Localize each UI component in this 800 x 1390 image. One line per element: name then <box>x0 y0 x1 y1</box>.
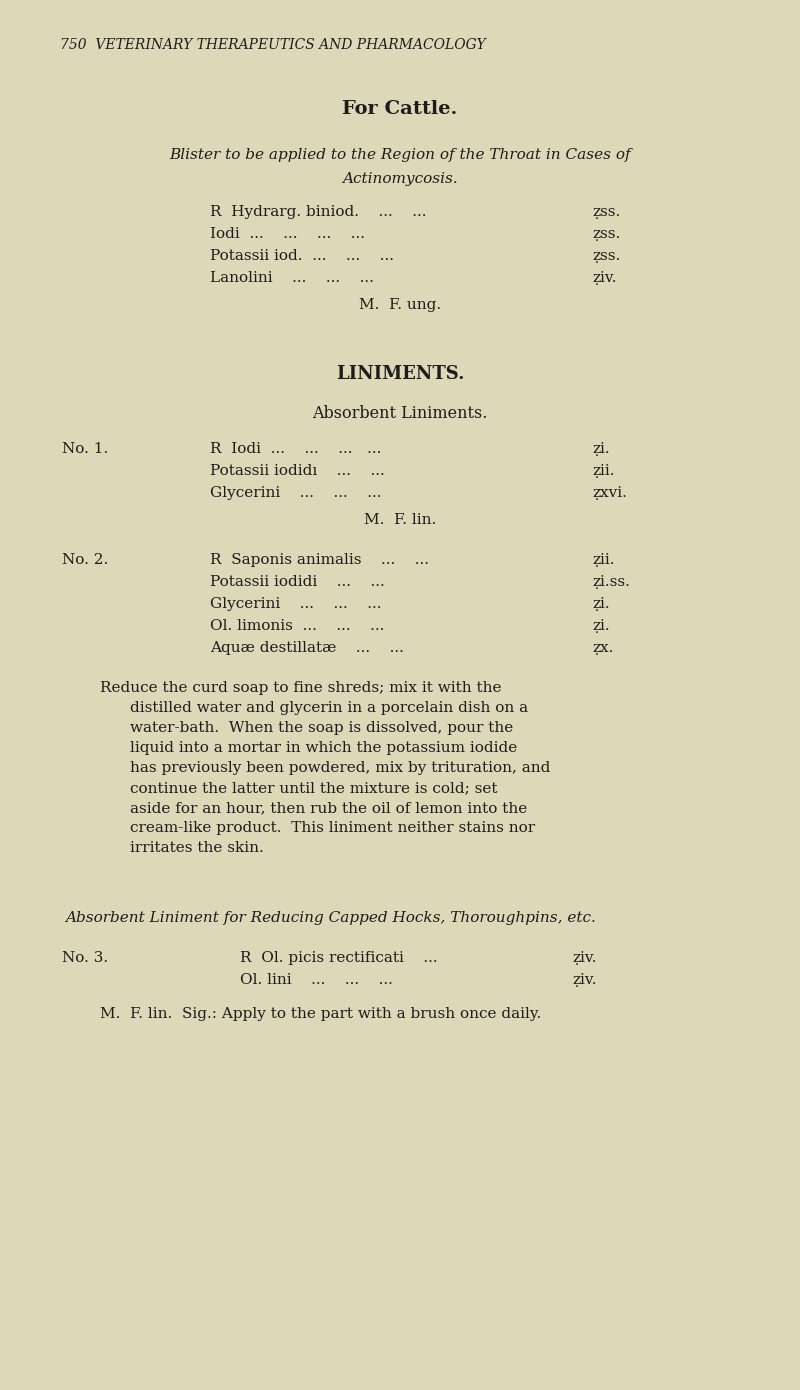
Text: Potassii iod.  ...    ...    ...: Potassii iod. ... ... ... <box>210 249 394 263</box>
Text: cream-like product.  This liniment neither stains nor: cream-like product. This liniment neithe… <box>130 821 535 835</box>
Text: ẓi.: ẓi. <box>592 619 610 632</box>
Text: Aquæ destillatæ    ...    ...: Aquæ destillatæ ... ... <box>210 641 404 655</box>
Text: Blister to be applied to the Region of the Throat in Cases of: Blister to be applied to the Region of t… <box>169 147 631 163</box>
Text: liquid into a mortar in which the potassium iodide: liquid into a mortar in which the potass… <box>130 741 518 755</box>
Text: M.  F. lin.  Sig.: Apply to the part with a brush once daily.: M. F. lin. Sig.: Apply to the part with … <box>100 1006 542 1022</box>
Text: Absorbent Liniment for Reducing Capped Hocks, Thoroughpins, etc.: Absorbent Liniment for Reducing Capped H… <box>65 910 596 924</box>
Text: 750  VETERINARY THERAPEUTICS AND PHARMACOLOGY: 750 VETERINARY THERAPEUTICS AND PHARMACO… <box>60 38 486 51</box>
Text: For Cattle.: For Cattle. <box>342 100 458 118</box>
Text: M.  F. ung.: M. F. ung. <box>359 297 441 311</box>
Text: Potassii iodidı    ...    ...: Potassii iodidı ... ... <box>210 464 385 478</box>
Text: ẓx.: ẓx. <box>592 641 614 655</box>
Text: Ol. lini    ...    ...    ...: Ol. lini ... ... ... <box>240 973 393 987</box>
Text: aside for an hour, then rub the oil of lemon into the: aside for an hour, then rub the oil of l… <box>130 801 527 815</box>
Text: ẓss.: ẓss. <box>592 204 620 220</box>
Text: ẓxvi.: ẓxvi. <box>592 486 627 500</box>
Text: distilled water and glycerin in a porcelain dish on a: distilled water and glycerin in a porcel… <box>130 701 528 714</box>
Text: ẓi.: ẓi. <box>592 596 610 612</box>
Text: ẓi.: ẓi. <box>592 442 610 456</box>
Text: No. 2.: No. 2. <box>62 553 108 567</box>
Text: ẓiv.: ẓiv. <box>572 951 597 965</box>
Text: No. 3.: No. 3. <box>62 951 108 965</box>
Text: R  Ol. picis rectificati    ...: R Ol. picis rectificati ... <box>240 951 438 965</box>
Text: M.  F. lin.: M. F. lin. <box>364 513 436 527</box>
Text: Potassii iodidi    ...    ...: Potassii iodidi ... ... <box>210 575 385 589</box>
Text: Glycerini    ...    ...    ...: Glycerini ... ... ... <box>210 596 382 612</box>
Text: irritates the skin.: irritates the skin. <box>130 841 264 855</box>
Text: ẓi.ss.: ẓi.ss. <box>592 575 630 589</box>
Text: ẓiv.: ẓiv. <box>592 271 617 285</box>
Text: ẓss.: ẓss. <box>592 227 620 240</box>
Text: Glycerini    ...    ...    ...: Glycerini ... ... ... <box>210 486 382 500</box>
Text: R  Saponis animalis    ...    ...: R Saponis animalis ... ... <box>210 553 429 567</box>
Text: ẓss.: ẓss. <box>592 249 620 263</box>
Text: ẓiv.: ẓiv. <box>572 973 597 987</box>
Text: Absorbent Liniments.: Absorbent Liniments. <box>312 404 488 423</box>
Text: has previously been powdered, mix by trituration, and: has previously been powdered, mix by tri… <box>130 760 550 776</box>
Text: R  Hydrarg. biniod.    ...    ...: R Hydrarg. biniod. ... ... <box>210 204 426 220</box>
Text: R  Iodi  ...    ...    ...   ...: R Iodi ... ... ... ... <box>210 442 382 456</box>
Text: LINIMENTS.: LINIMENTS. <box>336 366 464 384</box>
Text: water-bath.  When the soap is dissolved, pour the: water-bath. When the soap is dissolved, … <box>130 721 514 735</box>
Text: continue the latter until the mixture is cold; set: continue the latter until the mixture is… <box>130 781 498 795</box>
Text: ẓii.: ẓii. <box>592 464 614 478</box>
Text: No. 1.: No. 1. <box>62 442 108 456</box>
Text: Iodi  ...    ...    ...    ...: Iodi ... ... ... ... <box>210 227 365 240</box>
Text: Actinomycosis.: Actinomycosis. <box>342 172 458 186</box>
Text: Lanolini    ...    ...    ...: Lanolini ... ... ... <box>210 271 374 285</box>
Text: ẓii.: ẓii. <box>592 553 614 567</box>
Text: Reduce the curd soap to fine shreds; mix it with the: Reduce the curd soap to fine shreds; mix… <box>100 681 502 695</box>
Text: Ol. limonis  ...    ...    ...: Ol. limonis ... ... ... <box>210 619 384 632</box>
